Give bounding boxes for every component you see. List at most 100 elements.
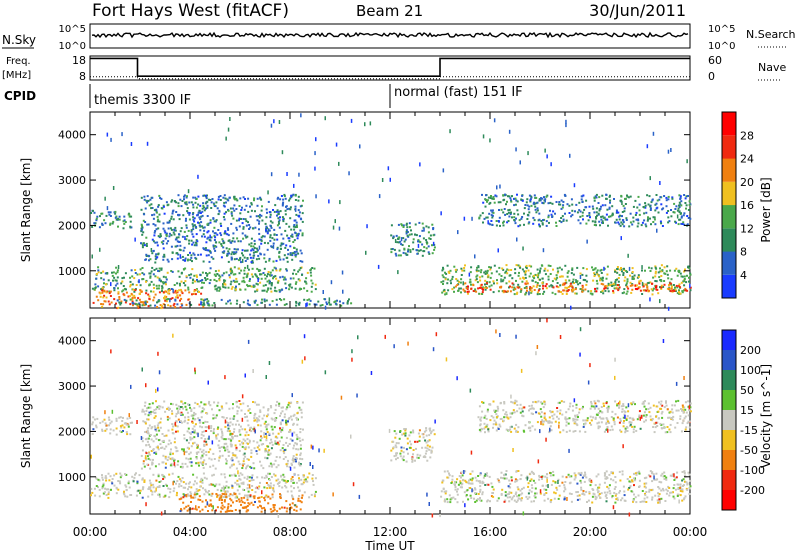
echo-cell [478, 216, 481, 219]
echo-cell [138, 474, 141, 477]
echo-cell [217, 433, 219, 436]
echo-cell [530, 470, 533, 473]
echo-cell [629, 481, 632, 483]
echo-cell [402, 455, 405, 458]
echo-cell [650, 223, 652, 226]
echo-cell [120, 302, 123, 305]
echo-cell [508, 215, 511, 218]
echo-cell [115, 218, 118, 221]
echo-cell [131, 301, 134, 304]
echo-cell [194, 496, 197, 499]
echo-cell [232, 403, 234, 406]
echo-cell [199, 204, 202, 207]
echo-cell [272, 242, 275, 245]
echo-cell [611, 496, 614, 499]
echo-cell [295, 505, 298, 508]
echo-cell [256, 303, 259, 306]
echo-cell [287, 420, 289, 423]
noise-echo [273, 119, 275, 124]
echo-cell [549, 265, 552, 267]
echo-cell [195, 493, 198, 496]
echo-cell [145, 199, 148, 202]
echo-cell [532, 274, 535, 277]
echo-cell [472, 290, 475, 292]
echo-cell [186, 430, 189, 433]
echo-cell [270, 476, 273, 478]
echo-cell [291, 252, 294, 255]
echo-cell [182, 259, 185, 261]
echo-cell [223, 438, 226, 441]
echo-cell [676, 493, 679, 496]
echo-cell [297, 195, 300, 198]
echo-cell [405, 229, 408, 232]
echo-cell [231, 423, 234, 426]
echo-cell [456, 478, 459, 481]
noise-echo [322, 290, 324, 294]
echo-cell [221, 285, 224, 288]
echo-cell [295, 453, 298, 456]
echo-cell [492, 495, 495, 498]
noise-echo [627, 253, 629, 258]
echo-cell [673, 497, 676, 500]
echo-cell [128, 213, 131, 216]
echo-cell [685, 481, 688, 484]
echo-cell [154, 275, 157, 278]
echo-cell [217, 444, 220, 447]
echo-cell [654, 223, 657, 226]
echo-cell [212, 464, 215, 467]
echo-cell [594, 495, 597, 498]
echo-cell [244, 506, 247, 509]
echo-cell [157, 448, 160, 451]
echo-cell [229, 417, 232, 420]
echo-cell [477, 269, 480, 272]
noise-echo [209, 234, 211, 239]
echo-cell [116, 299, 119, 302]
echo-cell [129, 303, 132, 306]
echo-cell [236, 199, 239, 202]
noise-echo [641, 281, 644, 286]
echo-cell [285, 268, 288, 271]
echo-cell [269, 236, 272, 239]
echo-cell [192, 225, 195, 228]
echo-cell [406, 442, 409, 445]
echo-cell [141, 440, 144, 443]
echo-cell [212, 430, 215, 433]
echo-cell [614, 270, 616, 273]
echo-cell [431, 223, 434, 226]
echo-cell [289, 429, 292, 432]
echo-cell [432, 228, 435, 231]
echo-cell [314, 288, 317, 291]
echo-cell [611, 285, 614, 287]
echo-cell [125, 485, 128, 488]
echo-cell [459, 480, 462, 483]
echo-cell [191, 233, 194, 236]
echo-cell [649, 475, 652, 478]
echo-cell [433, 433, 436, 436]
echo-cell [678, 210, 681, 213]
echo-cell [251, 485, 254, 487]
echo-cell [199, 229, 202, 232]
echo-cell [225, 493, 228, 496]
echo-cell [596, 214, 598, 217]
echo-cell [230, 287, 233, 290]
echo-cell [181, 462, 184, 465]
echo-cell [102, 484, 105, 487]
echo-cell [260, 242, 263, 245]
echo-cell [263, 298, 266, 301]
echo-cell [503, 473, 506, 476]
echo-cell [286, 507, 289, 510]
echo-cell [419, 454, 422, 457]
echo-cell [192, 203, 195, 206]
echo-cell [201, 298, 204, 301]
echo-cell [285, 423, 288, 426]
echo-cell [91, 491, 94, 494]
echo-cell [677, 223, 680, 226]
echo-cell [112, 220, 115, 223]
echo-cell [213, 273, 216, 276]
echo-cell [101, 286, 104, 289]
echo-cell [291, 495, 294, 498]
echo-cell [172, 209, 175, 212]
echo-cell [595, 207, 598, 210]
echo-cell [541, 484, 544, 487]
echo-cell [513, 495, 516, 498]
